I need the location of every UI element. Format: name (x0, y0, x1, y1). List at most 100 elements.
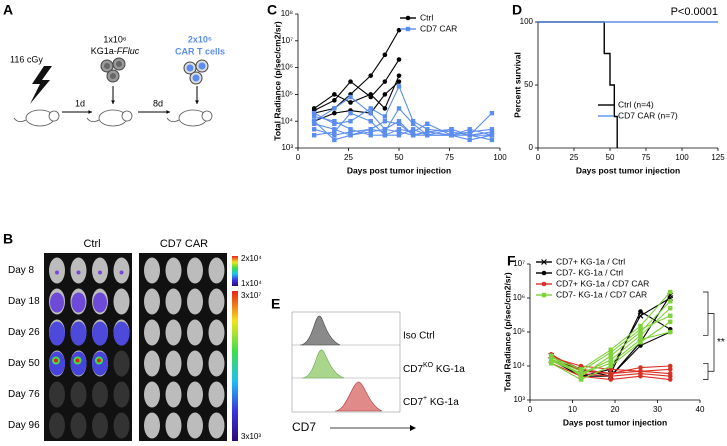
marker (368, 133, 373, 138)
mouse-image (208, 350, 225, 377)
marker (382, 92, 388, 97)
marker (638, 327, 643, 332)
legend-label: CD7 CAR (420, 23, 457, 33)
y-axis-label: Total Radiance (p/sec/cm2/sr) (272, 21, 282, 141)
marker (467, 133, 472, 138)
y-tick-label: 10⁶ (281, 63, 293, 72)
legend-label: Ctrl (420, 12, 433, 22)
legend-label: Ctrl (n=4) (618, 99, 654, 109)
day-label: Day 76 (8, 389, 40, 400)
mouse-image (187, 319, 203, 346)
marker (396, 129, 402, 135)
series-line (314, 29, 400, 114)
signal (119, 270, 124, 275)
nucleus (192, 74, 200, 82)
marker (332, 106, 337, 111)
marker (311, 114, 317, 119)
marker (382, 133, 388, 138)
mouse-image (187, 288, 203, 315)
signal (98, 270, 102, 275)
marker (489, 110, 495, 116)
mouse-tail (86, 117, 100, 122)
marker (332, 121, 337, 126)
y-tick-label: 100 (520, 17, 534, 26)
x-tick-label: 100 (493, 153, 507, 162)
signal (97, 358, 101, 363)
marker (348, 94, 353, 100)
marker (311, 127, 317, 132)
marker (638, 309, 643, 314)
mouse-tail (166, 117, 180, 122)
marker (348, 119, 353, 124)
signal (70, 321, 87, 346)
marker (467, 137, 472, 143)
marker (368, 127, 373, 132)
marker (396, 79, 402, 84)
marker (467, 129, 472, 135)
marker (410, 133, 416, 138)
marker (541, 281, 547, 287)
nucleus (116, 61, 122, 67)
marker (541, 270, 547, 276)
mouse-head (48, 110, 60, 122)
histogram-frame (291, 311, 401, 413)
series-line (313, 59, 400, 112)
y-tick-label: 10⁷ (281, 36, 293, 45)
sample-sup: + (423, 395, 427, 402)
legend-label: CD7+ KG-1a / Ctrl (556, 256, 625, 266)
sample-label: CD7KO KG-1a (403, 362, 465, 375)
arrow-head (88, 110, 92, 114)
y-tick-label: 50 (524, 80, 533, 89)
interval-label: 1d (75, 98, 85, 108)
signal (55, 270, 59, 275)
marker (311, 133, 317, 138)
x-tick-label: 50 (606, 153, 615, 162)
marker (667, 366, 673, 372)
signal (113, 321, 130, 346)
marker (396, 57, 402, 62)
image-block (139, 253, 227, 441)
mouse-image (144, 288, 160, 315)
marker (638, 329, 643, 335)
y-tick-label: 10⁷ (513, 259, 525, 268)
x-axis-label: Days post tumor injection (563, 417, 667, 427)
histogram (301, 349, 345, 379)
tumor-dose: 1x10⁶ (103, 34, 127, 44)
marker (608, 363, 613, 369)
histogram (299, 315, 341, 346)
mouse-image (144, 257, 160, 284)
marker (668, 329, 673, 335)
x-tick-label: 40 (696, 405, 705, 414)
marker (667, 363, 673, 369)
marker (382, 127, 388, 132)
marker (382, 119, 388, 124)
marker (608, 361, 613, 366)
histogram (334, 381, 383, 412)
marker (668, 289, 673, 295)
mouse-image (165, 288, 182, 315)
mouse-image (208, 412, 225, 439)
x-tick-label: 100 (675, 153, 689, 162)
marker (332, 110, 337, 116)
mouse-image (165, 412, 182, 439)
x-tick-label: 75 (642, 153, 651, 162)
marker (382, 106, 388, 111)
marker (667, 377, 673, 382)
marker (332, 119, 337, 124)
mouse-image (187, 412, 203, 439)
axis-label: CD7 (292, 420, 316, 434)
marker (608, 371, 614, 376)
signal (71, 292, 86, 313)
group-label: CD7 CAR (160, 238, 208, 250)
marker (489, 137, 495, 143)
marker (578, 377, 584, 382)
marker (368, 129, 373, 135)
mouse-head (121, 110, 133, 122)
mouse-image (208, 257, 225, 284)
marker (396, 84, 402, 89)
marker (638, 323, 643, 329)
marker (449, 129, 454, 135)
marker (396, 133, 402, 138)
mouse-tail (13, 117, 27, 122)
tumor-line-name: KG1a- (91, 46, 117, 56)
